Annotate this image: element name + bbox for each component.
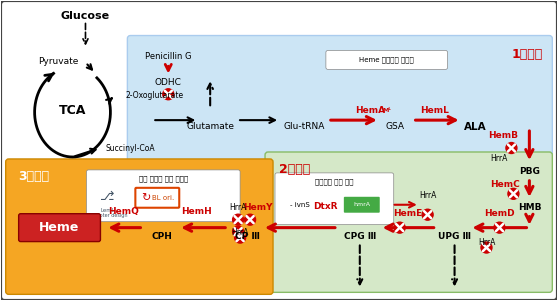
Text: Glucose: Glucose	[61, 11, 110, 21]
Text: ↻: ↻	[141, 193, 150, 203]
Text: HemH: HemH	[181, 207, 211, 216]
Text: Promoter design: Promoter design	[87, 213, 128, 218]
Text: ODHC: ODHC	[155, 78, 182, 87]
Text: HemB: HemB	[488, 131, 518, 140]
Text: Succinyl-CoA: Succinyl-CoA	[105, 144, 155, 153]
Circle shape	[244, 214, 256, 225]
FancyBboxPatch shape	[326, 51, 448, 69]
Text: BL ori.: BL ori.	[152, 195, 175, 201]
FancyBboxPatch shape	[86, 170, 240, 222]
Circle shape	[481, 242, 492, 253]
Text: HrrA: HrrA	[478, 237, 495, 247]
FancyBboxPatch shape	[275, 173, 394, 225]
Text: 2-Oxoglutarate: 2-Oxoglutarate	[126, 91, 184, 100]
Text: HemA: HemA	[355, 106, 385, 115]
Text: - ivnS: - ivnS	[290, 202, 310, 208]
Text: Glu-tRNA: Glu-tRNA	[283, 122, 325, 131]
Text: CPH: CPH	[152, 232, 173, 240]
Circle shape	[233, 226, 244, 237]
Text: 2차년도: 2차년도	[279, 163, 310, 176]
Text: ⎇: ⎇	[100, 190, 114, 203]
Text: LemL: LemL	[100, 208, 115, 213]
FancyBboxPatch shape	[6, 159, 273, 294]
Text: Mᴸ: Mᴸ	[383, 108, 392, 113]
Text: 전사인자 발현 조절: 전사인자 발현 조절	[315, 179, 353, 185]
Text: Penicillin G: Penicillin G	[145, 52, 191, 61]
FancyBboxPatch shape	[136, 188, 179, 208]
Circle shape	[394, 222, 405, 233]
Text: HemC: HemC	[490, 180, 520, 189]
Text: HrrA: HrrA	[229, 203, 247, 212]
Text: CP Ⅲ: CP Ⅲ	[234, 232, 259, 240]
Text: 타겟 유전자 발현 최적화: 타겟 유전자 발현 최적화	[139, 176, 188, 182]
Text: PBG: PBG	[519, 167, 540, 176]
Text: DtxR: DtxR	[312, 202, 337, 211]
Text: HemE: HemE	[393, 209, 422, 218]
Text: CPG Ⅲ: CPG Ⅲ	[344, 232, 376, 240]
Circle shape	[234, 232, 246, 243]
FancyBboxPatch shape	[18, 214, 100, 242]
Circle shape	[508, 188, 519, 199]
Text: HMB: HMB	[518, 203, 541, 212]
Text: HemQ: HemQ	[108, 207, 139, 216]
Circle shape	[163, 89, 174, 100]
Circle shape	[506, 143, 517, 154]
Text: Pyruvate: Pyruvate	[39, 57, 79, 67]
Circle shape	[422, 209, 433, 220]
FancyBboxPatch shape	[265, 152, 552, 292]
FancyBboxPatch shape	[344, 197, 380, 213]
Text: 1차년도: 1차년도	[511, 48, 542, 61]
Text: HrrA: HrrA	[490, 154, 507, 163]
Text: UPG Ⅲ: UPG Ⅲ	[438, 232, 471, 240]
Text: HemD: HemD	[484, 209, 515, 218]
FancyBboxPatch shape	[127, 36, 552, 168]
Text: HrrA: HrrA	[232, 228, 249, 237]
Text: HemY: HemY	[243, 203, 273, 212]
Text: HrrA: HrrA	[419, 191, 436, 200]
Text: GSA: GSA	[385, 122, 404, 131]
Text: 3차년도: 3차년도	[18, 170, 50, 183]
Circle shape	[494, 222, 505, 233]
Circle shape	[233, 214, 244, 225]
Text: TCA: TCA	[59, 104, 86, 117]
Text: Heme: Heme	[40, 221, 80, 234]
Text: hmrA: hmrA	[353, 202, 371, 207]
Text: HemL: HemL	[420, 106, 449, 115]
Text: Glutamate: Glutamate	[186, 122, 234, 131]
Text: ALA: ALA	[464, 122, 487, 132]
Text: Heme 대사경로 활성화: Heme 대사경로 활성화	[359, 57, 414, 63]
